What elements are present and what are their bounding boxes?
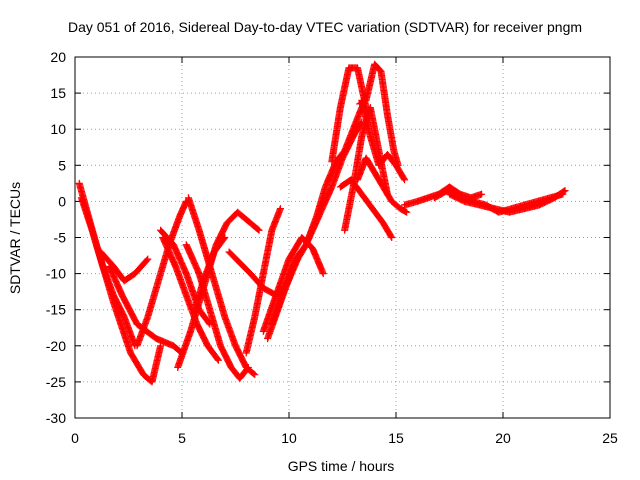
series-sat-m — [242, 205, 284, 357]
x-tick-label: 0 — [71, 430, 79, 446]
data-point — [143, 256, 151, 264]
data-point — [319, 270, 327, 278]
x-axis-label: GPS time / hours — [288, 458, 395, 474]
y-tick-label: -25 — [46, 374, 66, 390]
y-axis-label: SDTVAR / TECUs — [7, 182, 23, 294]
data-point — [402, 208, 410, 216]
data-point — [254, 225, 262, 233]
y-tick-label: 20 — [50, 49, 66, 65]
y-tick-label: 10 — [50, 121, 66, 137]
series-sat-p — [268, 104, 366, 328]
series-sat-u — [358, 96, 409, 184]
data-point — [276, 205, 284, 213]
data-point — [255, 226, 263, 234]
series-sat-d — [105, 262, 186, 357]
data-point — [214, 356, 222, 364]
series-sat-i — [182, 241, 252, 382]
data-point — [388, 234, 396, 241]
x-tick-label: 25 — [602, 430, 618, 446]
data-point — [560, 187, 568, 195]
series-sat-r — [356, 60, 402, 169]
data-series — [75, 60, 569, 386]
x-tick-label: 20 — [495, 430, 511, 446]
y-tick-label: -10 — [46, 266, 66, 282]
y-tick-label: 15 — [50, 85, 66, 101]
data-point — [250, 370, 258, 378]
x-tick-label: 15 — [388, 430, 404, 446]
series-sat-t — [353, 154, 411, 216]
series-sat-y — [446, 187, 569, 216]
y-tick-label: 5 — [58, 157, 66, 173]
chart-title: Day 051 of 2016, Sidereal Day-to-day VTE… — [68, 19, 582, 35]
series-sat-j — [184, 194, 259, 379]
data-point — [221, 234, 229, 241]
data-point — [400, 175, 408, 183]
y-tick-label: -15 — [46, 302, 66, 318]
x-tick-label: 5 — [178, 430, 186, 446]
data-point — [214, 355, 222, 363]
x-tick-label: 10 — [281, 430, 297, 446]
series-sat-n — [259, 234, 327, 335]
y-tick-label: -20 — [46, 338, 66, 354]
data-point — [561, 187, 569, 195]
y-tick-label: -30 — [46, 410, 66, 426]
data-point — [387, 232, 395, 240]
series-sat-v — [336, 176, 396, 241]
data-point — [403, 208, 411, 216]
data-point — [144, 255, 152, 263]
data-point — [401, 176, 409, 184]
data-point — [220, 235, 228, 243]
data-point — [478, 190, 486, 198]
series-sat-k — [191, 234, 229, 314]
x-axis: 0 5 10 15 20 25 — [71, 57, 618, 446]
series-sat-c — [97, 248, 152, 285]
data-point — [251, 371, 259, 379]
y-tick-label: -5 — [54, 230, 67, 246]
data-point — [157, 342, 165, 350]
y-axis: -30 -25 -20 -15 -10 -5 0 5 10 15 20 — [46, 49, 610, 426]
y-tick-label: 0 — [58, 193, 66, 209]
series-sat-q — [328, 64, 370, 166]
